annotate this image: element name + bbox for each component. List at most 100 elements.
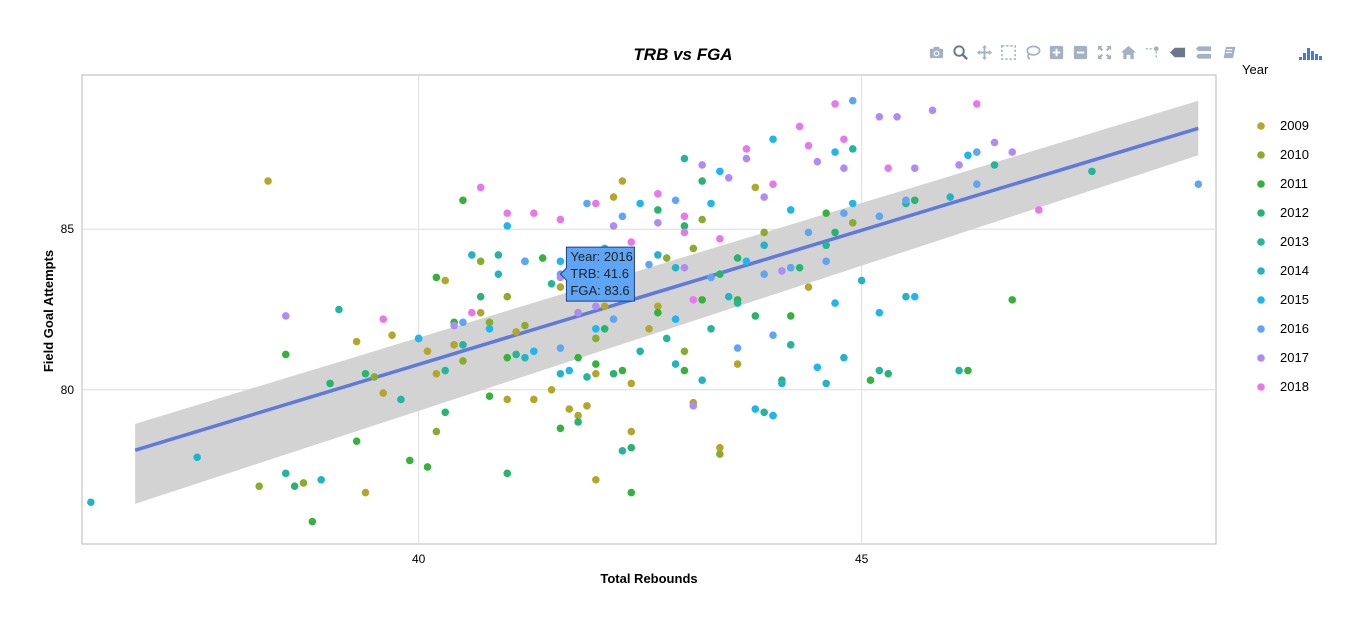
scatter-point-2015[interactable] [831,299,839,307]
scatter-point-2013[interactable] [733,299,742,307]
scatter-point-2014[interactable] [556,369,565,378]
scatter-point-2016[interactable] [769,331,777,339]
legend-item-2017[interactable]: 2017 [1257,350,1309,365]
scatter-point-2010[interactable] [476,257,485,266]
scatter-point-2009[interactable] [423,347,432,356]
scatter-point-2014[interactable] [822,379,830,388]
scatter-point-2016[interactable] [609,315,618,323]
scatter-point-2013[interactable] [583,373,591,381]
scatter-point-2013[interactable] [618,447,627,455]
scatter-point-2016[interactable] [618,212,627,221]
scatter-point-2012[interactable] [290,482,299,490]
scatter-point-2011[interactable] [964,366,972,375]
scatter-points[interactable] [87,96,1203,526]
scatter-point-2017[interactable] [724,173,733,182]
scatter-point-2018[interactable] [884,164,893,172]
legend-item-2013[interactable]: 2013 [1257,234,1309,249]
scatter-point-2013[interactable] [281,469,290,478]
scatter-point-2015[interactable] [707,199,715,208]
scatter-point-2015[interactable] [964,151,972,160]
scatter-point-2011[interactable] [618,366,627,375]
scatter-point-2016[interactable] [804,228,813,237]
scatter-point-2012[interactable] [476,292,485,301]
scatter-point-2018[interactable] [556,215,565,224]
scatter-point-2013[interactable] [786,341,795,349]
scatter-point-2016[interactable] [760,270,768,278]
scatter-point-2016[interactable] [733,344,742,352]
scatter-point-2014[interactable] [654,251,662,259]
scatter-point-2014[interactable] [902,292,910,301]
scatter-point-2011[interactable] [281,350,290,359]
scatter-point-2017[interactable] [281,312,290,320]
scatter-point-2012[interactable] [654,206,662,214]
scatter-point-2014[interactable] [193,453,201,462]
scatter-point-2009[interactable] [592,475,600,484]
zoom-out-button[interactable] [1068,42,1092,62]
scatter-point-2015[interactable] [556,257,565,266]
scatter-point-2017[interactable] [760,193,768,201]
scatter-point-2015[interactable] [769,135,777,144]
spike-lines-button[interactable] [1140,42,1164,62]
scatter-point-2013[interactable] [335,305,343,314]
scatter-point-2012[interactable] [441,408,450,417]
scatter-point-2010[interactable] [662,254,671,262]
scatter-point-2018[interactable] [592,199,600,208]
legend[interactable]: 2009 2010 2011 2012 2013 2014 2015 2016 2017 2018 [1257,118,1309,394]
scatter-point-2016[interactable] [786,263,795,272]
scatter-point-2018[interactable] [503,209,512,217]
scatter-point-2010[interactable] [432,427,441,436]
scatter-point-2010[interactable] [299,479,308,487]
scatter-point-2015[interactable] [636,199,644,208]
scatter-point-2018[interactable] [654,190,662,198]
scatter-point-2012[interactable] [884,369,893,378]
scatter-point-2009[interactable] [627,379,636,388]
scatter-point-2014[interactable] [778,379,786,388]
scatter-point-2016[interactable] [972,148,981,156]
reset-axes-button[interactable] [1116,42,1140,62]
scatter-point-2009[interactable] [751,183,760,192]
scatter-point-2013[interactable] [636,347,644,356]
scatter-point-2018[interactable] [1035,206,1043,214]
scatter-point-2017[interactable] [778,267,786,275]
scatter-point-2014[interactable] [671,263,680,272]
scatter-point-2011[interactable] [786,312,795,320]
scatter-point-2018[interactable] [680,212,689,221]
scatter-point-2014[interactable] [698,376,706,384]
scatter-point-2016[interactable] [521,257,529,266]
scatter-point-2017[interactable] [955,161,963,169]
scatter-point-2014[interactable] [946,193,955,201]
scatter-point-2010[interactable] [592,334,600,343]
scatter-point-2011[interactable] [405,456,414,465]
scatter-point-2017[interactable] [875,112,884,121]
scatter-point-2015[interactable] [592,324,600,333]
scatter-point-2016[interactable] [645,260,653,269]
scatter-point-2018[interactable] [840,135,848,144]
scatter-point-2015[interactable] [565,366,574,375]
scatter-point-2012[interactable] [733,254,742,262]
scatter-point-2012[interactable] [574,418,582,426]
scatter-point-2018[interactable] [795,122,804,131]
edit-chart-studio-button[interactable] [1216,42,1240,62]
scatter-point-2009[interactable] [618,177,627,185]
scatter-point-2009[interactable] [583,402,591,410]
scatter-point-2009[interactable] [503,395,512,404]
scatter-point-2014[interactable] [317,475,326,484]
scatter-point-2011[interactable] [698,296,706,304]
scatter-point-2016[interactable] [972,180,981,189]
scatter-point-2018[interactable] [742,145,751,153]
scatter-point-2009[interactable] [432,369,441,378]
scatter-point-2011[interactable] [432,273,441,282]
scatter-point-2018[interactable] [627,238,636,246]
scatter-point-2009[interactable] [716,443,724,452]
scatter-point-2010[interactable] [459,357,467,365]
scatter-point-2015[interactable] [414,334,423,343]
scatter-point-2016[interactable] [583,199,591,208]
scatter-point-2014[interactable] [760,241,768,250]
legend-item-2014[interactable]: 2014 [1257,263,1309,278]
scatter-point-2016[interactable] [840,209,848,217]
scatter-point-2013[interactable] [848,145,857,153]
scatter-point-2014[interactable] [468,251,476,259]
scatter-point-2015[interactable] [485,324,494,333]
scatter-point-2018[interactable] [379,315,388,323]
scatter-point-2015[interactable] [751,405,760,413]
